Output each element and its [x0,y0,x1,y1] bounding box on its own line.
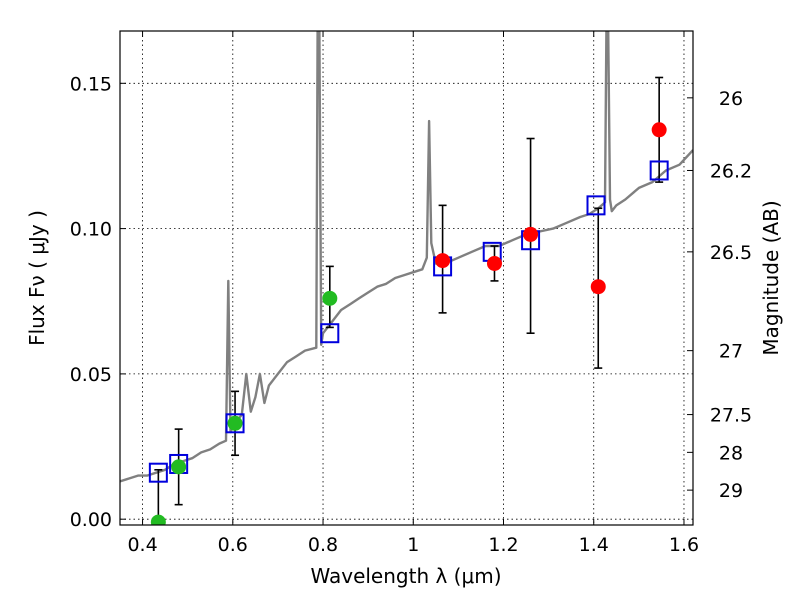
red-data-point [523,226,539,242]
x-tick-label: 1.2 [488,534,518,556]
plot-frame [119,30,694,526]
green-data-point [171,459,187,475]
x-axis-title: Wavelength λ (μm) [310,564,501,588]
red-data-point [435,253,451,269]
right-tick-label: 26 [719,88,743,110]
y-axis-title: Flux Fν ( μJy ) [25,210,49,346]
model-photometry-box [649,160,669,181]
x-tick-label: 1.4 [579,534,609,556]
point-layer [148,122,669,525]
red-data-point [486,255,502,271]
green-data-point [322,290,338,306]
spectrum-line [120,31,693,483]
green-data-point [227,415,243,431]
x-tick-label: 0.4 [127,534,157,556]
x-tick-label: 0.6 [218,534,248,556]
y-tick-label: 0.00 [70,509,112,531]
y-tick-label: 0.10 [70,219,112,241]
model-photometry-box [586,195,606,216]
right-tick-label: 26.5 [710,242,752,264]
x-tick-label: 1.6 [669,534,699,556]
green-data-point [150,514,166,525]
y-tick-label: 0.15 [70,73,112,95]
red-data-point [651,122,667,138]
x-tick-label: 0.8 [308,534,338,556]
right-tick-label: 26.2 [710,160,752,182]
spectrum-layer [120,31,693,483]
model-photometry-box [320,323,340,344]
model-photometry-box [148,462,168,483]
right-tick-label: 27.5 [710,405,752,427]
red-data-point [590,279,606,295]
model-photometry-box [225,413,245,434]
right-tick-label: 27 [719,341,743,363]
tick-layer: 0.4 0.6 0.8 1 1.2 1.4 1.6 0.00 0.05 0.10 0.15 26 26.… [70,31,752,556]
errorbar-layer [154,76,664,523]
right-axis-title: Magnitude (AB) [759,200,783,355]
right-tick-label: 29 [719,480,743,502]
right-tick-label: 28 [719,442,743,464]
x-tick-label: 1 [407,534,419,556]
y-tick-label: 0.05 [70,364,112,386]
